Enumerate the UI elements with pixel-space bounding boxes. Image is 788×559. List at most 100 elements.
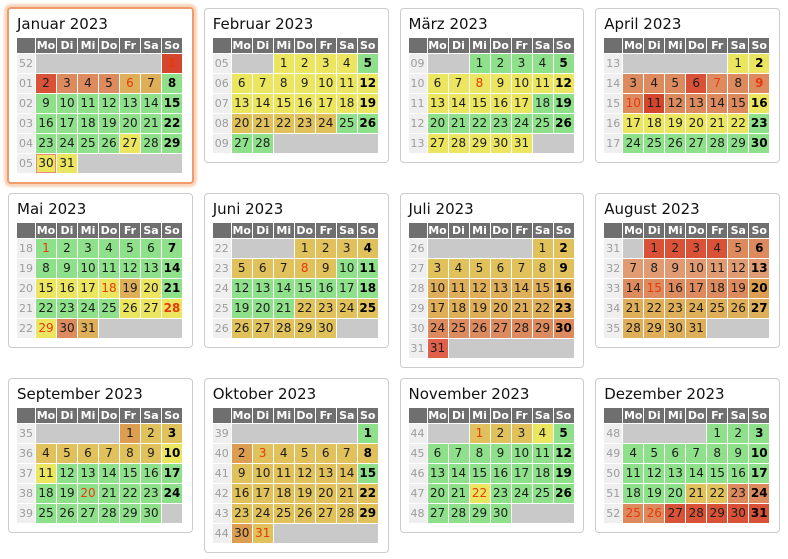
day-cell[interactable]: 1 [120, 424, 140, 443]
day-cell[interactable]: 6 [78, 444, 98, 463]
day-cell[interactable]: 2 [749, 54, 770, 73]
day-cell[interactable]: 15 [162, 94, 182, 113]
day-cell[interactable]: 24 [749, 484, 770, 503]
day-cell[interactable]: 1 [36, 239, 56, 258]
day-cell[interactable]: 5 [553, 54, 574, 73]
day-cell[interactable]: 6 [490, 259, 511, 278]
day-cell[interactable]: 9 [315, 259, 336, 278]
day-cell[interactable]: 1 [469, 424, 490, 443]
day-cell[interactable]: 23 [553, 299, 574, 318]
day-cell[interactable]: 3 [57, 74, 77, 93]
day-cell[interactable]: 10 [57, 94, 77, 113]
day-cell[interactable]: 16 [294, 94, 315, 113]
day-cell[interactable]: 31 [78, 319, 98, 338]
day-cell[interactable]: 16 [490, 464, 511, 483]
day-cell[interactable]: 5 [665, 74, 686, 93]
day-cell[interactable]: 2 [231, 444, 252, 463]
day-cell[interactable]: 27 [665, 504, 686, 523]
day-cell-today[interactable]: 30 [36, 154, 56, 173]
day-cell[interactable]: 11 [78, 94, 98, 113]
day-cell[interactable]: 12 [553, 444, 574, 463]
day-cell[interactable]: 27 [427, 504, 448, 523]
day-cell[interactable]: 22 [707, 484, 728, 503]
day-cell[interactable]: 8 [294, 259, 315, 278]
day-cell[interactable]: 19 [294, 484, 315, 503]
day-cell[interactable]: 14 [448, 94, 469, 113]
day-cell[interactable]: 18 [623, 484, 644, 503]
day-cell[interactable]: 22 [532, 299, 553, 318]
day-cell[interactable]: 19 [99, 114, 119, 133]
day-cell[interactable]: 24 [78, 299, 98, 318]
day-cell[interactable]: 20 [231, 114, 252, 133]
day-cell[interactable]: 9 [490, 444, 511, 463]
day-cell[interactable]: 7 [273, 259, 294, 278]
day-cell[interactable]: 15 [532, 279, 553, 298]
day-cell[interactable]: 19 [553, 94, 574, 113]
day-cell[interactable]: 25 [623, 504, 644, 523]
day-cell[interactable]: 8 [707, 444, 728, 463]
day-cell[interactable]: 9 [749, 74, 770, 93]
day-cell[interactable]: 8 [532, 259, 553, 278]
day-cell[interactable]: 19 [469, 299, 490, 318]
day-cell[interactable]: 9 [553, 259, 574, 278]
day-cell[interactable]: 5 [231, 259, 252, 278]
day-cell[interactable]: 20 [427, 484, 448, 503]
day-cell[interactable]: 3 [511, 424, 532, 443]
day-cell[interactable]: 25 [273, 504, 294, 523]
day-cell[interactable]: 15 [36, 279, 56, 298]
day-cell[interactable]: 14 [686, 464, 707, 483]
day-cell[interactable]: 4 [336, 54, 357, 73]
day-cell[interactable]: 9 [36, 94, 56, 113]
day-cell[interactable]: 13 [427, 94, 448, 113]
day-cell[interactable]: 14 [623, 279, 644, 298]
day-cell[interactable]: 5 [644, 444, 665, 463]
day-cell[interactable]: 17 [427, 299, 448, 318]
day-cell[interactable]: 24 [427, 319, 448, 338]
day-cell[interactable]: 16 [665, 279, 686, 298]
day-cell[interactable]: 23 [141, 484, 161, 503]
day-cell[interactable]: 21 [707, 114, 728, 133]
day-cell[interactable]: 21 [623, 299, 644, 318]
day-cell[interactable]: 4 [78, 74, 98, 93]
day-cell[interactable]: 3 [623, 74, 644, 93]
day-cell[interactable]: 30 [728, 504, 749, 523]
day-cell[interactable]: 23 [490, 114, 511, 133]
day-cell[interactable]: 15 [294, 279, 315, 298]
day-cell[interactable]: 10 [686, 259, 707, 278]
day-cell[interactable]: 29 [294, 319, 315, 338]
day-cell[interactable]: 5 [120, 239, 140, 258]
day-cell[interactable]: 11 [357, 259, 378, 278]
day-cell[interactable]: 14 [707, 94, 728, 113]
day-cell[interactable]: 1 [273, 54, 294, 73]
day-cell[interactable]: 1 [728, 54, 749, 73]
day-cell[interactable]: 14 [162, 259, 182, 278]
day-cell[interactable]: 20 [252, 299, 273, 318]
day-cell[interactable]: 20 [141, 279, 161, 298]
day-cell[interactable]: 13 [315, 464, 336, 483]
day-cell[interactable]: 12 [99, 94, 119, 113]
day-cell[interactable]: 11 [644, 94, 665, 113]
day-cell[interactable]: 7 [707, 74, 728, 93]
day-cell[interactable]: 27 [231, 134, 252, 153]
day-cell[interactable]: 13 [749, 259, 770, 278]
day-cell[interactable]: 13 [686, 94, 707, 113]
day-cell[interactable]: 17 [78, 279, 98, 298]
day-cell[interactable]: 31 [686, 319, 707, 338]
day-cell[interactable]: 3 [252, 444, 273, 463]
day-cell[interactable]: 6 [427, 444, 448, 463]
day-cell[interactable]: 8 [469, 444, 490, 463]
day-cell[interactable]: 21 [99, 484, 119, 503]
day-cell[interactable]: 14 [273, 279, 294, 298]
day-cell[interactable]: 5 [294, 444, 315, 463]
day-cell[interactable]: 16 [490, 94, 511, 113]
day-cell[interactable]: 23 [294, 114, 315, 133]
day-cell[interactable]: 19 [553, 464, 574, 483]
day-cell[interactable]: 25 [78, 134, 98, 153]
day-cell[interactable]: 13 [120, 94, 140, 113]
day-cell[interactable]: 12 [553, 74, 574, 93]
day-cell[interactable]: 28 [623, 319, 644, 338]
day-cell[interactable]: 21 [162, 279, 182, 298]
day-cell[interactable]: 13 [78, 464, 98, 483]
day-cell[interactable]: 30 [57, 319, 77, 338]
day-cell[interactable]: 4 [644, 74, 665, 93]
